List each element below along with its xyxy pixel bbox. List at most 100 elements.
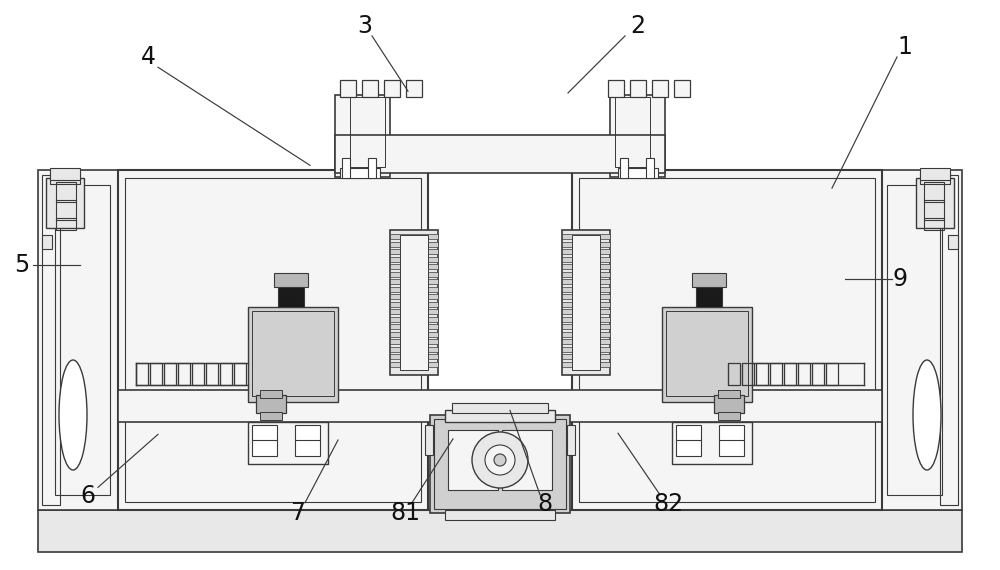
Bar [260,390,282,398]
Bar [425,425,433,455]
Bar [390,242,438,246]
Bar [662,307,752,402]
Bar [562,316,610,321]
Bar [390,234,438,239]
Bar [770,363,782,385]
Bar [887,185,942,495]
Bar [56,218,76,230]
Bar [38,510,962,552]
Bar [400,235,428,370]
Bar [714,395,744,413]
Bar [924,218,944,230]
Bar [562,361,610,367]
Bar [610,95,665,177]
Bar [630,80,646,97]
Bar [192,363,204,385]
Bar [562,242,610,246]
Bar [390,361,438,367]
Bar [390,354,438,359]
Bar [56,200,76,220]
Text: 6: 6 [80,484,96,508]
Bar [562,294,610,299]
Bar [924,200,944,220]
Bar [672,422,752,464]
Bar [178,363,190,385]
Bar [784,363,796,385]
Bar [38,170,118,510]
Bar [278,285,304,307]
Bar [674,80,690,97]
Bar [368,158,376,178]
Bar [728,363,740,385]
Bar [562,324,610,329]
Bar [384,80,400,97]
Bar [390,324,438,329]
Bar [434,419,566,509]
Bar [562,309,610,314]
Bar [676,440,701,456]
Bar [916,178,954,228]
Bar [719,425,744,441]
Bar [448,430,498,490]
Bar [42,235,52,249]
Bar [42,175,60,505]
Bar [562,287,610,291]
Bar [295,425,320,441]
Bar [406,80,422,97]
Bar [340,168,380,178]
Bar [646,158,654,178]
Bar [562,279,610,284]
Bar [252,311,334,396]
Text: 8: 8 [537,492,553,516]
Bar [608,80,624,97]
Bar [125,178,421,502]
Bar [742,363,754,385]
Bar [206,363,218,385]
Bar [562,264,610,269]
Bar [118,390,882,422]
Bar [350,97,385,167]
Bar [756,363,768,385]
Bar [615,97,650,167]
Bar [256,395,286,413]
Bar [620,158,628,178]
Bar [826,363,838,385]
Bar [164,363,176,385]
Bar [335,95,390,177]
Bar [430,415,570,513]
Text: 82: 82 [653,492,683,516]
Bar [940,175,958,505]
Text: 81: 81 [390,501,420,525]
Bar [920,172,950,184]
Bar [56,182,76,202]
Bar [248,422,328,464]
Bar [445,510,555,520]
Bar [692,273,726,287]
Bar [948,235,958,249]
Bar [445,410,555,422]
Bar [562,339,610,344]
Bar [572,235,600,370]
Circle shape [472,432,528,488]
Bar [666,311,748,396]
Bar [390,294,438,299]
Bar [390,271,438,276]
Bar [562,249,610,254]
Text: 9: 9 [893,267,908,291]
Text: 3: 3 [358,14,372,38]
Bar [335,135,665,173]
Ellipse shape [59,360,87,470]
Bar [562,230,610,375]
Bar [579,178,875,502]
Bar [390,347,438,352]
Circle shape [494,454,506,466]
Bar [274,273,308,287]
Bar [390,332,438,336]
Bar [390,302,438,307]
Bar [390,264,438,269]
Bar [696,285,722,307]
Bar [55,185,110,495]
Bar [390,279,438,284]
Text: 1: 1 [898,35,912,59]
Bar [618,168,658,178]
